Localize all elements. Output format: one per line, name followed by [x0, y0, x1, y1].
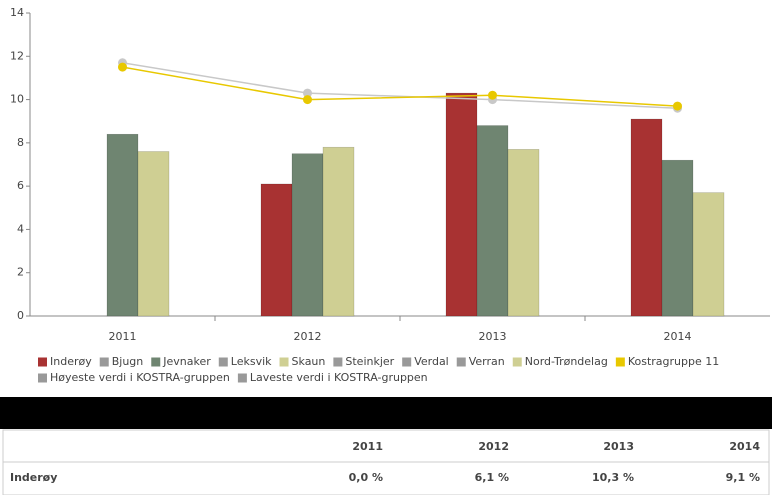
legend-label: Jevnaker	[162, 355, 211, 368]
legend-marker	[402, 357, 412, 367]
column-header: 2013	[603, 440, 634, 453]
column-header: 2012	[478, 440, 509, 453]
line	[122, 62, 678, 109]
legend-marker	[237, 373, 247, 383]
bar	[322, 146, 355, 317]
line	[122, 66, 678, 107]
legend-marker	[615, 357, 625, 367]
legend-marker	[279, 357, 289, 367]
bar	[291, 153, 324, 317]
legend-label: Bjugn	[112, 355, 144, 368]
legend-label: Verran	[469, 355, 505, 368]
bar	[692, 192, 725, 317]
x-tick-label: 2014	[664, 330, 692, 343]
legend-label: Kostragruppe 11	[628, 355, 719, 368]
y-tick-label: 2	[17, 266, 24, 279]
x-tick-label: 2011	[109, 330, 137, 343]
y-tick-label: 10	[10, 93, 24, 106]
legend-label: Skaun	[292, 355, 326, 368]
row-label: Inderøy	[10, 471, 57, 484]
bar	[507, 149, 540, 317]
bar	[630, 118, 663, 317]
point	[118, 62, 127, 72]
legend-marker	[38, 357, 47, 367]
legend-marker	[333, 357, 343, 367]
column-header: 2014	[729, 440, 760, 453]
legend-label: Nord-Trøndelag	[525, 355, 608, 368]
y-tick-label: 14	[10, 6, 24, 19]
legend-marker	[512, 357, 522, 367]
bar	[137, 151, 170, 317]
legend-marker	[218, 357, 228, 367]
bar	[260, 183, 293, 317]
y-tick-label: 4	[17, 222, 24, 235]
bar	[661, 159, 694, 317]
point	[303, 88, 312, 98]
legend-marker	[151, 357, 161, 367]
band	[0, 397, 772, 429]
point	[303, 95, 312, 105]
legend-label: Høyeste verdi i KOSTRA-gruppen	[50, 371, 230, 384]
point	[673, 101, 682, 111]
legend-label: Inderøy	[50, 355, 92, 368]
legend-marker	[99, 357, 109, 367]
legend-label: Laveste verdi i KOSTRA-gruppen	[250, 371, 428, 384]
legend-label: Steinkjer	[345, 355, 394, 368]
legend-marker	[456, 357, 466, 367]
y-tick-label: 0	[17, 309, 24, 322]
cell: 6,1 %	[475, 471, 509, 484]
bar	[445, 92, 478, 317]
y-tick-label: 8	[17, 136, 24, 149]
cell: 9,1 %	[726, 471, 760, 484]
cell: 0,0 %	[349, 471, 383, 484]
bar	[106, 133, 139, 317]
y-tick-label: 6	[17, 179, 24, 192]
legend-label: Verdal	[414, 355, 449, 368]
point	[488, 90, 497, 100]
y-tick-label: 12	[10, 49, 24, 62]
cell: 10,3 %	[592, 471, 634, 484]
x-tick-label: 2013	[479, 330, 507, 343]
legend-marker	[38, 373, 47, 383]
column-header: 2011	[352, 440, 383, 453]
legend-label: Leksvik	[231, 355, 272, 368]
x-tick-label: 2012	[294, 330, 322, 343]
bar	[476, 125, 509, 317]
